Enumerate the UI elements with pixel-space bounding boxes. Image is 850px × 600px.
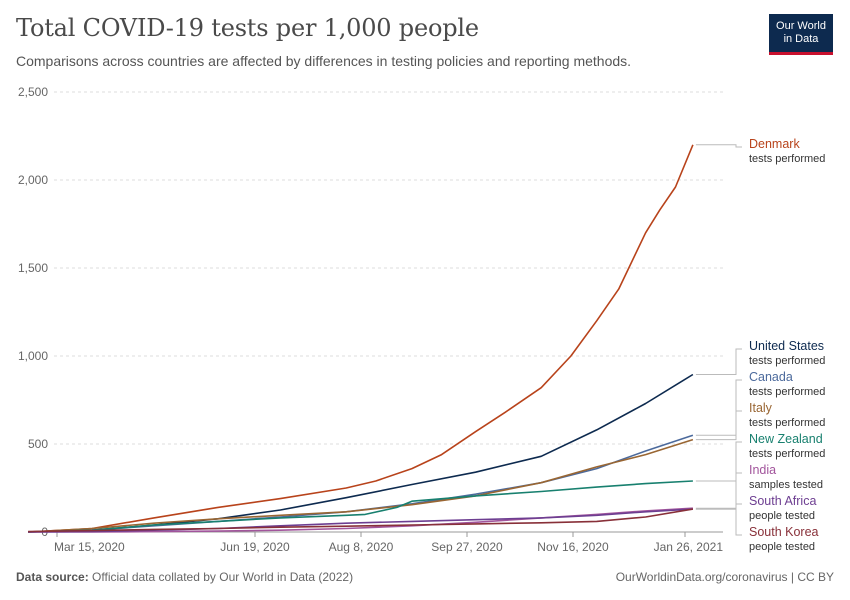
series-label-canada: Canada bbox=[749, 370, 793, 384]
series-line-united-states bbox=[28, 373, 694, 533]
series-label-united-states: United States bbox=[749, 339, 824, 353]
x-tick-label: Sep 27, 2020 bbox=[431, 540, 503, 554]
x-tick-label: Jan 26, 2021 bbox=[654, 540, 724, 554]
label-connector bbox=[695, 441, 742, 482]
footer-source: Data source: Official data collated by O… bbox=[16, 570, 353, 584]
x-tick-label: Jun 19, 2020 bbox=[220, 540, 290, 554]
series-label-india: India bbox=[749, 463, 776, 477]
x-tick-label: Nov 16, 2020 bbox=[537, 540, 609, 554]
logo-line-1: Our World bbox=[776, 20, 826, 32]
y-tick-label: 2,000 bbox=[18, 173, 48, 187]
label-connector bbox=[695, 348, 742, 375]
series-label-new-zealand: New Zealand bbox=[749, 432, 823, 446]
series-line-india bbox=[28, 507, 693, 533]
series-note-denmark: tests performed bbox=[749, 153, 825, 165]
series-note-south-korea: people tested bbox=[749, 541, 815, 553]
series-line-italy bbox=[28, 438, 694, 533]
label-connector bbox=[695, 144, 742, 148]
label-connector bbox=[695, 472, 742, 509]
series-note-india: samples tested bbox=[749, 479, 823, 491]
owid-logo[interactable]: Our World in Data bbox=[769, 14, 833, 55]
series-label-south-africa: South Africa bbox=[749, 494, 816, 508]
y-tick-label: 500 bbox=[28, 437, 48, 451]
series-note-united-states: tests performed bbox=[749, 355, 825, 367]
series-note-new-zealand: tests performed bbox=[749, 448, 825, 460]
series-note-south-africa: people tested bbox=[749, 510, 815, 522]
x-tick-label: Mar 15, 2020 bbox=[54, 540, 125, 554]
series-line-south-korea bbox=[28, 508, 694, 533]
label-connector bbox=[695, 379, 742, 436]
label-connector bbox=[695, 410, 742, 441]
source-label: Data source: bbox=[16, 570, 89, 584]
chart-title: Total COVID-19 tests per 1,000 people bbox=[16, 14, 479, 42]
logo-line-2: in Data bbox=[783, 33, 819, 45]
series-label-italy: Italy bbox=[749, 401, 773, 415]
series-label-south-korea: South Korea bbox=[749, 525, 819, 539]
x-tick-label: Aug 8, 2020 bbox=[329, 540, 394, 554]
series-note-italy: tests performed bbox=[749, 417, 825, 429]
source-text: Official data collated by Our World in D… bbox=[92, 570, 354, 584]
footer-url[interactable]: OurWorldinData.org/coronavirus | CC BY bbox=[615, 570, 834, 584]
series-label-denmark: Denmark bbox=[749, 137, 800, 151]
series-line-south-africa bbox=[28, 508, 693, 533]
y-tick-label: 1,500 bbox=[18, 261, 48, 275]
y-tick-label: 1,000 bbox=[18, 349, 48, 363]
chart-subtitle: Comparisons across countries are affecte… bbox=[16, 53, 632, 69]
series-line-denmark bbox=[28, 144, 694, 533]
series-note-canada: tests performed bbox=[749, 386, 825, 398]
y-tick-label: 2,500 bbox=[18, 85, 48, 99]
series-line-new-zealand bbox=[28, 480, 693, 533]
series-line-canada bbox=[28, 434, 694, 533]
label-connector bbox=[695, 508, 742, 536]
